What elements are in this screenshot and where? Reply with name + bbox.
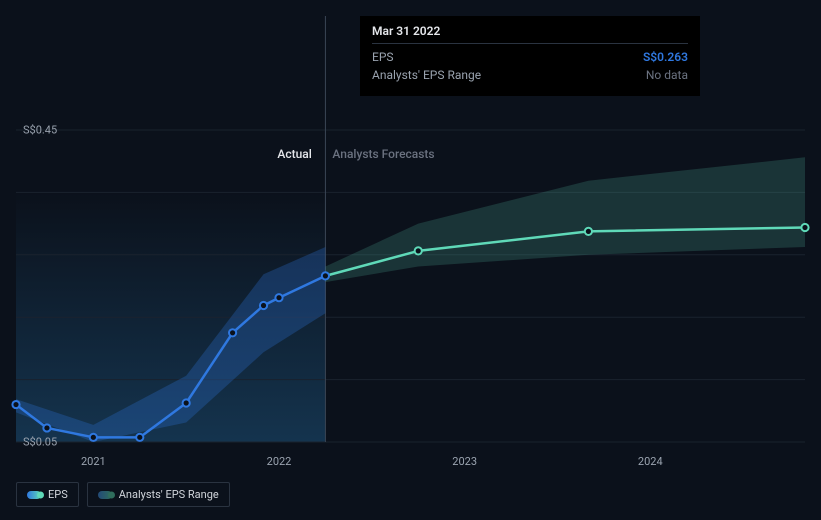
x-axis-label: 2024 [638, 455, 663, 468]
chart-legend: EPS Analysts' EPS Range [16, 482, 230, 507]
legend-item[interactable]: EPS [16, 482, 79, 507]
legend-swatch-icon [98, 491, 112, 499]
legend-label: Analysts' EPS Range [119, 488, 219, 501]
x-axis-label: 2022 [267, 455, 292, 468]
x-axis-label: 2023 [452, 455, 477, 468]
tooltip-row: Analysts' EPS Range No data [372, 66, 688, 84]
tooltip-value: S$0.263 [643, 48, 688, 66]
legend-swatch-icon [27, 491, 41, 499]
tooltip-key: EPS [372, 48, 394, 66]
tooltip-date: Mar 31 2022 [372, 24, 688, 44]
eps-chart[interactable]: S$0.45S$0.052021202220232024ActualAnalys… [0, 0, 821, 520]
tooltip-row: EPS S$0.263 [372, 48, 688, 66]
legend-label: EPS [48, 488, 68, 501]
tooltip-value: No data [646, 66, 688, 84]
chart-tooltip: Mar 31 2022EPSS$0.263Analysts' EPS Range… [360, 16, 700, 96]
legend-item[interactable]: Analysts' EPS Range [87, 482, 230, 507]
x-axis-label: 2021 [81, 455, 106, 468]
y-axis-label: S$0.05 [23, 436, 57, 449]
y-axis-label: S$0.45 [23, 124, 57, 137]
tooltip-key: Analysts' EPS Range [372, 66, 481, 84]
forecast-section-label: Analysts Forecasts [332, 147, 434, 161]
